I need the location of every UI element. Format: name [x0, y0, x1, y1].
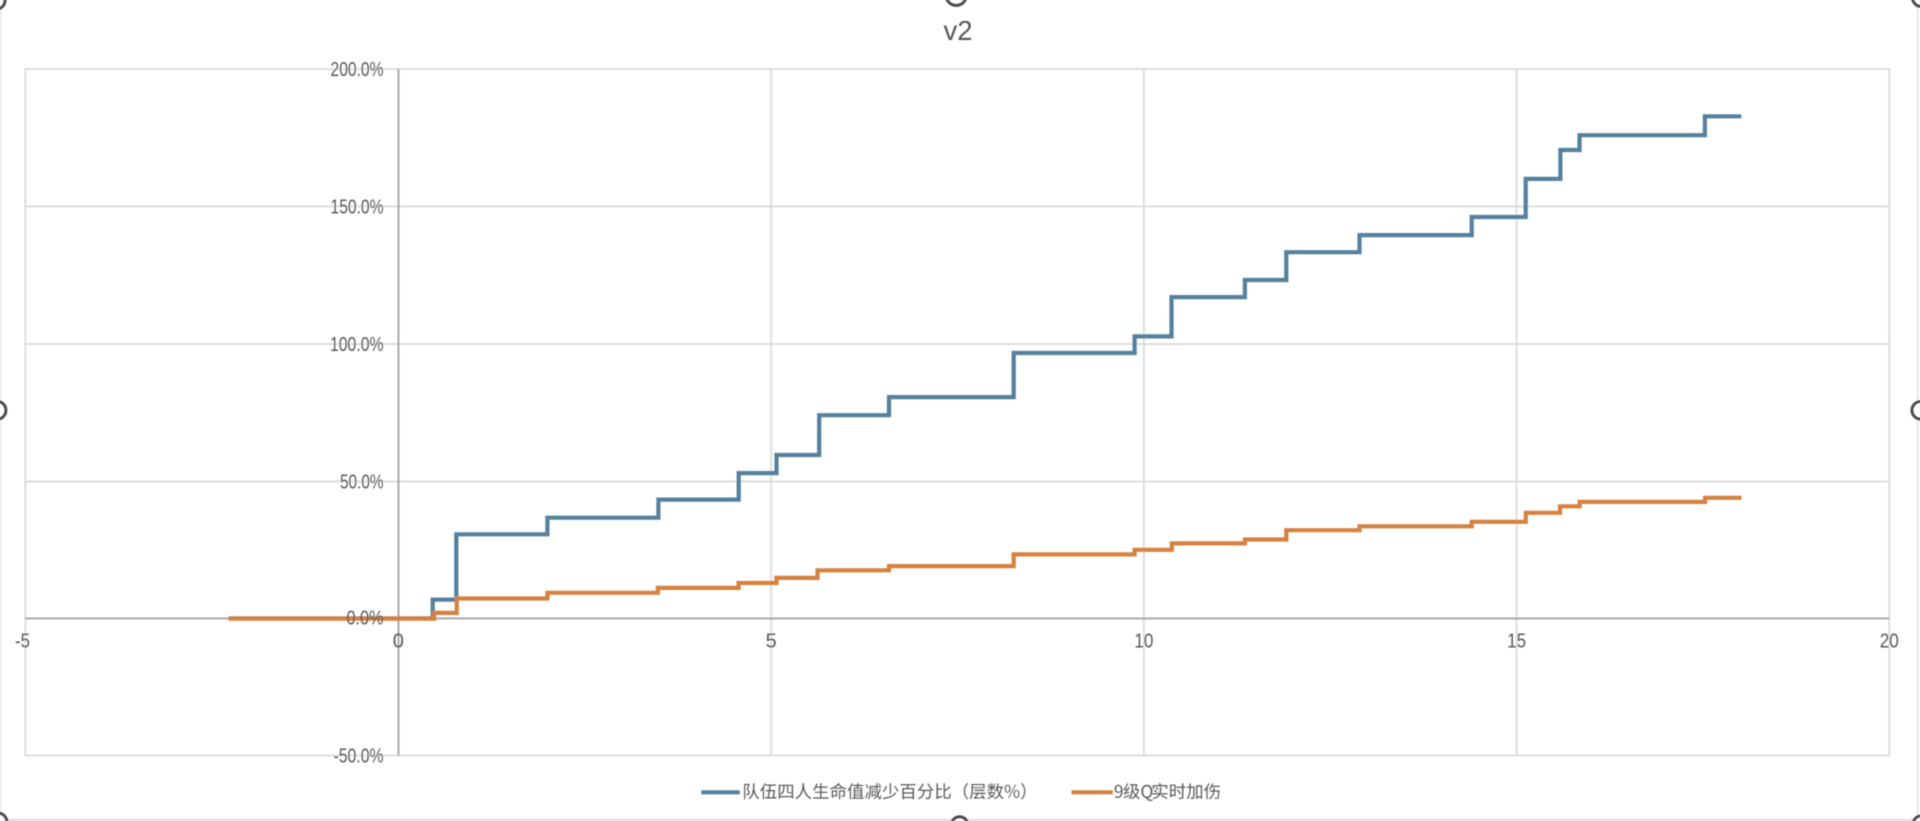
svg-text:-5: -5	[15, 630, 30, 652]
svg-text:15: 15	[1507, 630, 1526, 652]
svg-text:150.0%: 150.0%	[331, 197, 384, 219]
svg-text:20: 20	[1880, 630, 1899, 652]
svg-text:10: 10	[1134, 630, 1153, 652]
svg-text:5: 5	[766, 630, 777, 652]
svg-text:200.0%: 200.0%	[331, 59, 384, 81]
svg-text:0: 0	[393, 630, 404, 652]
svg-text:-50.0%: -50.0%	[334, 746, 384, 768]
svg-text:0.0%: 0.0%	[347, 608, 384, 630]
svg-text:100.0%: 100.0%	[330, 334, 384, 356]
svg-text:50.0%: 50.0%	[340, 472, 384, 494]
svg-text:v2: v2	[943, 15, 972, 46]
